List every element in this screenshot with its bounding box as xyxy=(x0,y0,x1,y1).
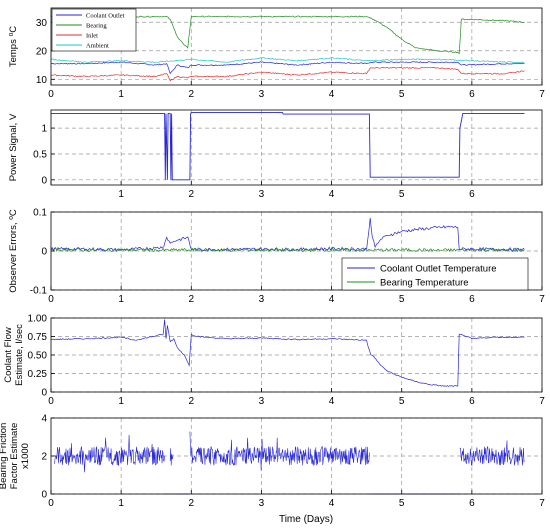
y-tick-label: 0.25 xyxy=(28,369,48,380)
x-tick-label: 0 xyxy=(48,294,54,305)
x-tick-label: 1 xyxy=(118,189,124,200)
y-axis-label: Observer Errors, ⁰C xyxy=(8,209,19,293)
series-line xyxy=(51,61,525,75)
y-tick-label: 0 xyxy=(41,388,47,399)
x-tick-label: 7 xyxy=(539,396,545,407)
legend-box xyxy=(51,8,137,52)
y-tick-label: 0 xyxy=(41,490,47,501)
y-tick-label: 4 xyxy=(41,414,47,425)
y-tick-label: 20 xyxy=(36,46,48,57)
panel-2: 0 0.5 1 1 2 3 4 5 6 Power Signal, V xyxy=(8,109,543,200)
series-line xyxy=(51,112,525,181)
legend-label: Coolant Outlet Temperature xyxy=(380,264,497,275)
x-tick-label: 5 xyxy=(399,498,405,509)
y-tick-label: 2 xyxy=(41,452,47,463)
x-tick-label: 2 xyxy=(189,189,195,200)
x-tick-label: 1 xyxy=(118,89,124,100)
x-tick-label: 3 xyxy=(259,89,265,100)
y-tick-label: 0.75 xyxy=(28,332,48,343)
y-axis-label: x1000 xyxy=(20,443,31,469)
y-axis-label: Estimate, l/sec xyxy=(14,324,25,386)
series-line xyxy=(50,57,525,64)
x-tick-label: 6 xyxy=(469,189,475,200)
legend-box xyxy=(341,257,529,291)
x-tick-label: 5 xyxy=(399,294,405,305)
legend-label: Bearing Temperature xyxy=(380,278,469,289)
y-axis-label: Coolant Flow xyxy=(3,327,14,383)
x-tick-label: 6 xyxy=(469,294,475,305)
legend-label: Inlet xyxy=(86,33,98,40)
axes-frame xyxy=(50,109,543,186)
x-axis-label: Time (Days) xyxy=(279,514,333,525)
x-tick-label: 4 xyxy=(329,294,335,305)
y-axis-label: Temps ⁰C xyxy=(8,26,19,67)
panel-1: 10 20 30 0 1 2 3 4 5 6 7 Temps ⁰C xyxy=(8,7,545,100)
y-tick-label: 0 xyxy=(41,175,47,186)
x-tick-label: 7 xyxy=(539,89,545,100)
y-tick-label: 0.50 xyxy=(28,351,48,362)
x-tick-label: 5 xyxy=(399,396,405,407)
x-tick-label: 1 xyxy=(118,294,124,305)
legend-panel-1: Coolant Outlet Bearing Inlet Ambient xyxy=(51,8,137,52)
y-axis-label: Factor Estimate xyxy=(9,423,20,490)
y-axis-label: Bearing Friction xyxy=(0,423,9,490)
x-tick-label: 2 xyxy=(189,89,195,100)
legend-label: Coolant Outlet xyxy=(86,13,125,20)
x-tick-label: 4 xyxy=(329,396,335,407)
x-tick-label: 0 xyxy=(48,396,54,407)
x-tick-label: 6 xyxy=(469,89,475,100)
axes-frame xyxy=(50,7,543,86)
y-tick-label: 10 xyxy=(36,75,48,86)
series-line xyxy=(54,431,525,495)
y-tick-label: 1.00 xyxy=(28,314,48,325)
panel-5: 0 2 4 0 1 2 3 4 5 6 7 Bearing Friction Factor Estima… xyxy=(0,414,545,510)
y-tick-label: 30 xyxy=(36,18,48,29)
x-tick-label: 0 xyxy=(48,89,54,100)
y-tick-label: 0.5 xyxy=(33,149,47,160)
x-tick-label: 6 xyxy=(469,396,475,407)
legend-label: Ambient xyxy=(86,43,109,50)
x-tick-label: 2 xyxy=(189,396,195,407)
x-tick-label: 1 xyxy=(118,396,124,407)
x-tick-label: 3 xyxy=(259,189,265,200)
y-axis-label: Power Signal, V xyxy=(8,113,19,181)
x-tick-label: 3 xyxy=(259,396,265,407)
y-tick-label: -0.1 xyxy=(30,286,48,297)
x-tick-label: 4 xyxy=(329,89,335,100)
x-tick-label: 7 xyxy=(539,498,545,509)
legend-label: Bearing xyxy=(86,23,107,30)
x-tick-label: 3 xyxy=(259,294,265,305)
x-tick-label: 4 xyxy=(329,189,335,200)
x-tick-label: 4 xyxy=(329,498,335,509)
x-tick-label: 2 xyxy=(189,294,195,305)
y-tick-label: 0.1 xyxy=(33,208,47,219)
panel-4: 0 0.25 0.50 0.75 1.00 0 1 2 3 4 5 6 7 Coolant Flow Est… xyxy=(3,314,545,408)
y-tick-label: 0 xyxy=(41,247,47,258)
series-line xyxy=(50,66,525,82)
series-line xyxy=(50,247,525,253)
legend-panel-3: Coolant Outlet Temperature Bearing Temper… xyxy=(341,257,529,291)
x-tick-label: 1 xyxy=(118,498,124,509)
x-tick-label: 0 xyxy=(48,498,54,509)
x-tick-label: 2 xyxy=(189,498,195,509)
x-tick-label: 5 xyxy=(399,89,405,100)
y-tick-label: 1 xyxy=(41,124,47,135)
x-tick-label: 6 xyxy=(469,498,475,509)
series-line xyxy=(50,319,525,388)
x-tick-label: 3 xyxy=(259,498,265,509)
x-tick-label: 5 xyxy=(399,189,405,200)
series-line xyxy=(50,217,525,252)
x-tick-label: 7 xyxy=(539,294,545,305)
